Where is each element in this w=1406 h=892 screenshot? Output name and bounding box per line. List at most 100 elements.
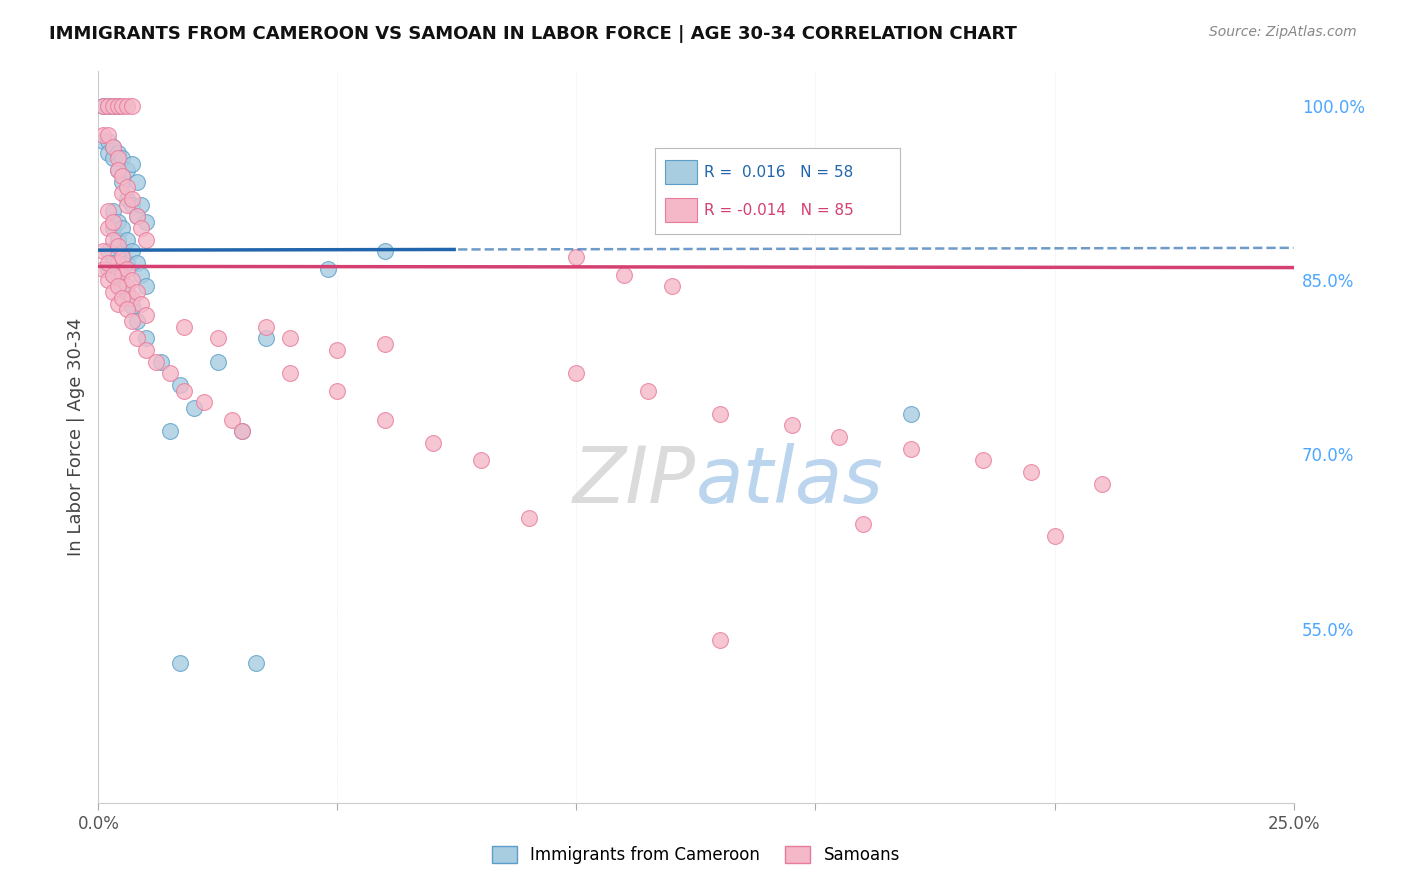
Point — [125, 256, 148, 270]
Point — [91, 128, 114, 143]
Point — [1019, 465, 1042, 479]
Point — [125, 175, 148, 189]
Point — [101, 140, 124, 154]
Point — [637, 384, 659, 398]
Point — [780, 418, 803, 433]
Point — [159, 424, 181, 438]
Point — [1043, 529, 1066, 543]
Point — [121, 99, 143, 113]
Point — [121, 314, 143, 328]
Point — [107, 99, 129, 113]
Point — [97, 273, 120, 287]
Point — [107, 215, 129, 229]
Point — [326, 384, 349, 398]
Point — [101, 140, 124, 154]
Point — [828, 430, 851, 444]
Point — [115, 261, 138, 276]
Point — [97, 244, 120, 259]
Point — [97, 221, 120, 235]
Point — [111, 175, 134, 189]
Point — [422, 436, 444, 450]
Point — [374, 337, 396, 351]
Point — [101, 99, 124, 113]
Point — [254, 331, 277, 345]
Point — [121, 244, 143, 259]
Point — [115, 198, 138, 212]
Point — [115, 279, 138, 293]
Point — [115, 99, 138, 113]
Point — [183, 401, 205, 415]
Point — [111, 244, 134, 259]
Point — [207, 354, 229, 368]
Point — [101, 268, 124, 282]
Point — [565, 250, 588, 264]
Point — [517, 511, 540, 525]
Bar — [665, 161, 697, 185]
Point — [101, 152, 124, 166]
Point — [111, 268, 134, 282]
Text: R = -0.014   N = 85: R = -0.014 N = 85 — [704, 202, 853, 218]
Point — [135, 279, 157, 293]
Point — [173, 384, 195, 398]
Point — [107, 99, 129, 113]
Point — [101, 215, 124, 229]
Point — [125, 331, 148, 345]
Point — [107, 145, 129, 160]
Point — [101, 256, 124, 270]
Point — [135, 331, 157, 345]
Point — [101, 203, 124, 218]
Point — [145, 354, 167, 368]
Point — [111, 291, 134, 305]
Point — [135, 233, 157, 247]
Point — [131, 268, 153, 282]
Text: Source: ZipAtlas.com: Source: ZipAtlas.com — [1209, 25, 1357, 39]
Point — [101, 268, 124, 282]
Point — [107, 268, 129, 282]
Point — [121, 192, 143, 206]
Point — [159, 366, 181, 380]
Point — [135, 343, 157, 357]
Point — [709, 407, 731, 421]
Point — [135, 308, 157, 322]
Point — [121, 157, 143, 171]
Text: ZIP: ZIP — [574, 443, 696, 519]
Point — [852, 517, 875, 532]
Point — [231, 424, 253, 438]
Point — [972, 453, 994, 467]
Point — [115, 233, 138, 247]
Legend: Immigrants from Cameroon, Samoans: Immigrants from Cameroon, Samoans — [492, 846, 900, 864]
Point — [131, 296, 153, 310]
Point — [97, 99, 120, 113]
Point — [374, 412, 396, 426]
Point — [91, 99, 114, 113]
Point — [131, 198, 153, 212]
Point — [121, 291, 143, 305]
Point — [125, 210, 148, 224]
Point — [374, 244, 396, 259]
Point — [709, 633, 731, 648]
Point — [111, 279, 134, 293]
Point — [125, 210, 148, 224]
Point — [115, 302, 138, 317]
Point — [316, 261, 339, 276]
Point — [91, 261, 114, 276]
Point — [111, 99, 134, 113]
Point — [221, 412, 243, 426]
Point — [97, 134, 120, 148]
Point — [231, 424, 253, 438]
Point — [278, 331, 301, 345]
Point — [173, 319, 195, 334]
Point — [101, 285, 124, 299]
Point — [107, 238, 129, 252]
Y-axis label: In Labor Force | Age 30-34: In Labor Force | Age 30-34 — [66, 318, 84, 557]
Point — [91, 99, 114, 113]
Point — [121, 198, 143, 212]
Point — [101, 233, 124, 247]
Point — [111, 169, 134, 183]
Point — [97, 145, 120, 160]
Point — [97, 203, 120, 218]
Point — [111, 250, 134, 264]
Point — [97, 261, 120, 276]
Point — [470, 453, 492, 467]
Point — [121, 299, 143, 313]
